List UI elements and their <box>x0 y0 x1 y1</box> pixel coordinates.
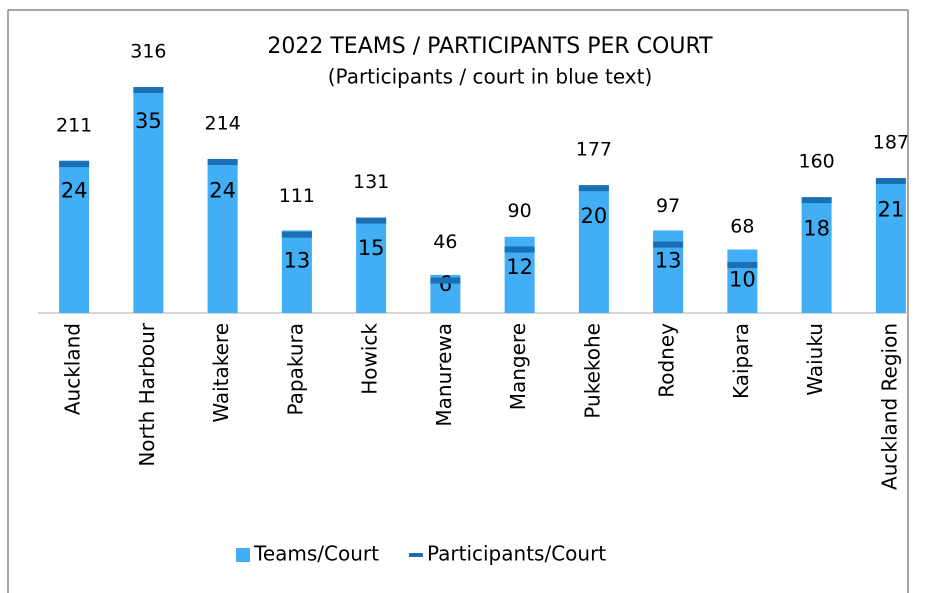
legend-label: Teams/Court <box>253 542 379 566</box>
participants-marker <box>578 185 609 192</box>
chart-title: 2022 TEAMS / PARTICIPANTS PER COURT <box>267 34 713 59</box>
participants-label: 131 <box>353 171 389 193</box>
bar <box>356 217 387 313</box>
x-tick-label: Waiuku <box>803 323 827 396</box>
x-tick-label: Auckland Region <box>877 323 901 490</box>
x-tick-label: Howick <box>358 323 382 395</box>
participants-label: 187 <box>873 132 909 154</box>
participants-label: 160 <box>798 151 834 173</box>
bar <box>578 186 609 313</box>
participants-marker <box>133 87 164 94</box>
participants-marker <box>727 262 758 269</box>
participants-marker <box>653 241 684 248</box>
x-tick-label: Pukekohe <box>580 323 604 419</box>
participants-marker <box>281 231 312 238</box>
bar <box>281 230 312 313</box>
participants-marker <box>356 217 387 224</box>
chart-subtitle: (Participants / court in blue text) <box>328 65 653 89</box>
participants-marker <box>504 246 535 253</box>
participants-label: 177 <box>576 139 612 161</box>
bar-label: 12 <box>506 255 533 279</box>
participants-marker <box>207 159 238 166</box>
legend-swatch <box>236 548 250 562</box>
participants-marker <box>430 277 461 284</box>
participants-label: 211 <box>56 115 92 137</box>
bar-label: 15 <box>358 236 385 260</box>
bar-label: 18 <box>803 217 830 241</box>
participants-label: 90 <box>508 200 532 222</box>
bar-label: 24 <box>209 179 236 203</box>
bar <box>207 160 238 313</box>
bar-label: 6 <box>439 272 452 296</box>
bar-label: 13 <box>284 248 311 272</box>
x-tick-label: North Harbour <box>135 322 159 466</box>
participants-marker <box>801 197 832 204</box>
participants-label: 111 <box>279 185 315 207</box>
bar <box>875 179 906 313</box>
participants-marker <box>59 161 90 168</box>
participants-label: 316 <box>130 41 166 63</box>
bar-label: 21 <box>878 198 905 222</box>
x-tick-label: Kaipara <box>729 323 753 399</box>
bar-label: 10 <box>729 268 756 292</box>
x-tick-label: Papakura <box>283 323 307 416</box>
bar <box>727 249 758 313</box>
bar <box>133 90 164 313</box>
bar <box>59 160 90 313</box>
x-tick-label: Waitakere <box>209 323 233 423</box>
bar-label: 35 <box>135 109 162 133</box>
x-tick-label: Mangere <box>506 323 530 410</box>
x-tick-label: Manurewa <box>432 323 456 427</box>
participants-marker <box>875 178 906 185</box>
legend-swatch <box>408 553 423 557</box>
participants-label: 68 <box>730 216 754 238</box>
participants-label: 214 <box>204 113 240 135</box>
participants-label: 46 <box>433 231 457 253</box>
x-tick-label: Auckland <box>61 323 85 415</box>
x-tick-label: Rodney <box>655 323 679 398</box>
legend-label: Participants/Court <box>427 542 606 566</box>
bar-label: 13 <box>655 248 682 272</box>
bar <box>801 198 832 313</box>
bar-label: 24 <box>61 179 88 203</box>
bar-label: 20 <box>581 204 608 228</box>
participants-label: 97 <box>656 195 680 217</box>
